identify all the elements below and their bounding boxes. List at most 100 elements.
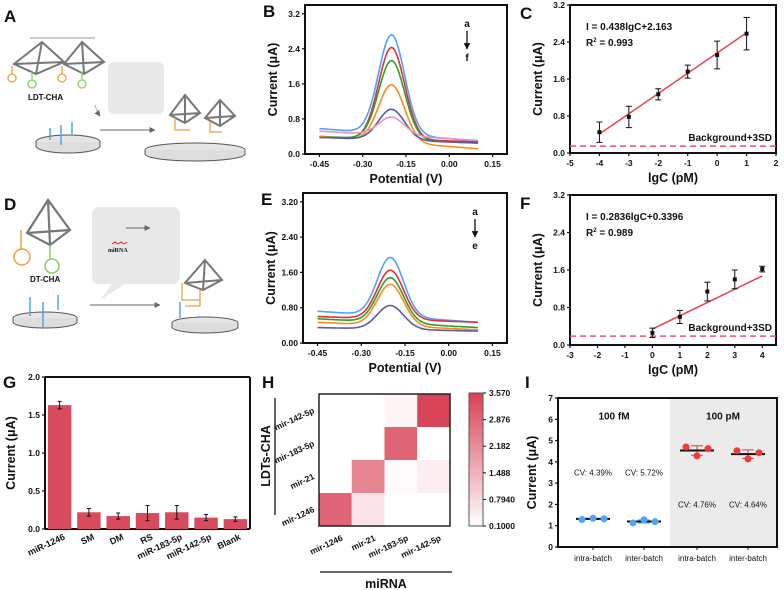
x-tick-label: 0.00 bbox=[440, 348, 457, 358]
heatmap-cell bbox=[319, 493, 352, 526]
panel-e: 0.00 0.80 1.60 2.40 3.20 -0.45 -0.30 -0.15 0.00 0… bbox=[261, 190, 508, 375]
x-tick-label: miR-1246 bbox=[26, 532, 67, 558]
data-point bbox=[640, 516, 648, 524]
electrode-product-icon bbox=[144, 93, 246, 162]
x-tick-label: intra-batch bbox=[678, 554, 716, 563]
x-tick-label: -3 bbox=[625, 158, 633, 168]
bar-mir-183-5p bbox=[165, 512, 189, 529]
y-axis-title: Current (μA) bbox=[525, 436, 539, 510]
y-axis-title: Current (μA) bbox=[531, 42, 545, 116]
y-tick-label: 0.0 bbox=[288, 149, 300, 159]
y-tick-label: 2.4 bbox=[553, 37, 565, 47]
x-tick-label: -1 bbox=[684, 158, 692, 168]
x-tick-label: -2 bbox=[655, 158, 663, 168]
panel-label: I bbox=[525, 373, 530, 392]
data-point bbox=[677, 314, 682, 319]
x-tick-label: 2 bbox=[705, 350, 710, 360]
y-tick-label: mir-183-5p bbox=[273, 438, 316, 465]
probe-label-a: LDT-CHA bbox=[28, 93, 63, 102]
heatmap-cell bbox=[384, 427, 418, 460]
mechanism-callout bbox=[92, 207, 180, 284]
shaded-region bbox=[670, 398, 777, 547]
x-axis-title: lgC (pM) bbox=[648, 363, 698, 377]
panel-label: E bbox=[261, 190, 272, 209]
y-axis-title: Current (μA) bbox=[264, 231, 278, 305]
error-bar bbox=[233, 516, 238, 522]
data-point bbox=[760, 267, 765, 272]
x-tick-label: mir-1246 bbox=[308, 533, 344, 557]
x-axis-title: lgC (pM) bbox=[648, 171, 698, 185]
data-point bbox=[744, 455, 752, 463]
error-bar bbox=[145, 504, 150, 522]
panel-label: F bbox=[520, 194, 530, 213]
cv-label: CV: 4.39% bbox=[574, 469, 612, 478]
y-tick-label: mir-21 bbox=[288, 471, 316, 491]
y-tick-label: 2.4 bbox=[288, 44, 300, 54]
x-tick-label: -0.45 bbox=[308, 348, 328, 358]
electrode-icon bbox=[35, 122, 101, 154]
y-tick-label: 0.8 bbox=[553, 303, 565, 313]
x-tick-label: 0.15 bbox=[484, 348, 501, 358]
schematic-a: A LDT-CHA bbox=[4, 7, 246, 162]
mechanism-callout bbox=[108, 62, 164, 114]
y-tick-label: 1 bbox=[548, 521, 553, 531]
y-tick-label: 2.0 bbox=[28, 372, 40, 382]
y-tick-label: 1.6 bbox=[553, 265, 565, 275]
bar-mir-1246 bbox=[47, 405, 72, 529]
curve-a bbox=[317, 256, 478, 324]
y-tick-label: 6 bbox=[548, 414, 553, 424]
panel-label-a: A bbox=[4, 7, 16, 26]
heatmap-cell bbox=[319, 427, 352, 460]
hairpin-icon bbox=[7, 66, 87, 89]
x-tick-label: 4 bbox=[760, 350, 765, 360]
y-tick-label: 3.2 bbox=[288, 9, 300, 19]
x-axis-title: miRNA bbox=[365, 577, 407, 590]
cv-label: CV: 4.64% bbox=[729, 500, 767, 509]
x-tick-label: -2 bbox=[594, 350, 602, 360]
x-tick-label: 2 bbox=[774, 158, 779, 168]
data-point bbox=[733, 447, 741, 455]
cv-label: CV: 5.72% bbox=[625, 469, 663, 478]
x-axis-title: Potential (V) bbox=[370, 172, 443, 186]
y-tick-label: 1.0 bbox=[28, 448, 40, 458]
y-tick-label: 0.0 bbox=[553, 148, 565, 158]
curve-e bbox=[319, 108, 479, 144]
heatmap-cell bbox=[351, 493, 385, 526]
cv-label: CV: 4.76% bbox=[678, 500, 716, 509]
y-axis-title: Current (μA) bbox=[4, 416, 18, 490]
r-squared-sup: 2 bbox=[593, 38, 597, 44]
data-point bbox=[732, 277, 737, 282]
data-point bbox=[705, 289, 710, 294]
panel-i-bg bbox=[670, 398, 777, 547]
data-point bbox=[578, 516, 586, 524]
x-tick-label: 0.00 bbox=[441, 159, 458, 169]
y-tick-label: 0.8 bbox=[553, 111, 565, 121]
mirna-label: miRNA bbox=[108, 248, 128, 254]
mirna-strand-icon bbox=[111, 241, 128, 245]
r-squared-sup: 2 bbox=[593, 228, 597, 234]
curve-e bbox=[317, 304, 478, 332]
data-point bbox=[685, 69, 690, 74]
panel-label: H bbox=[262, 373, 274, 392]
heatmap-cell bbox=[417, 493, 450, 526]
r-squared: R2 = 0.989 bbox=[586, 228, 633, 239]
tetrahedron-icon bbox=[25, 198, 72, 247]
group-label: 100 fM bbox=[598, 411, 629, 422]
data-point bbox=[704, 445, 712, 453]
x-tick-label: -0.30 bbox=[352, 348, 372, 358]
bar-dm bbox=[106, 516, 130, 529]
heatmap-cell bbox=[351, 427, 385, 460]
x-tick-label: inter-batch bbox=[625, 554, 663, 563]
error-bar bbox=[86, 507, 91, 517]
background-label: Background+3SD bbox=[688, 133, 772, 144]
heatmap-cell bbox=[417, 460, 450, 493]
y-tick-label: 2 bbox=[548, 499, 553, 509]
error-bar bbox=[116, 512, 121, 520]
electrode-icon bbox=[12, 295, 78, 329]
x-tick-label: inter-batch bbox=[729, 554, 767, 563]
y-tick-label: 0.0 bbox=[553, 340, 565, 350]
x-tick-label: 0.15 bbox=[484, 159, 501, 169]
r-squared-symbol: R bbox=[586, 38, 594, 49]
